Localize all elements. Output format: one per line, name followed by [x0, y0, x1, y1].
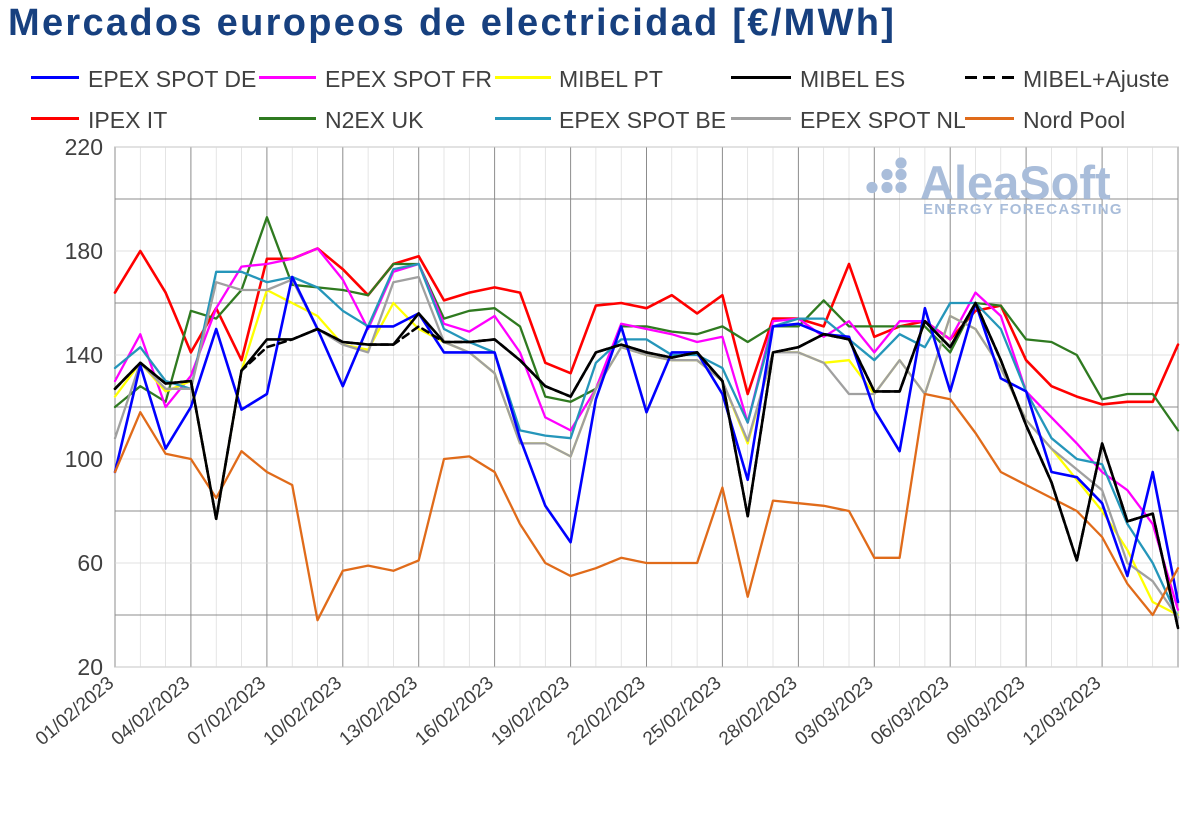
- svg-text:16/02/2023: 16/02/2023: [411, 673, 497, 750]
- svg-text:07/02/2023: 07/02/2023: [184, 673, 270, 750]
- svg-text:19/02/2023: 19/02/2023: [487, 673, 573, 750]
- svg-text:140: 140: [65, 342, 103, 368]
- svg-text:01/02/2023: 01/02/2023: [32, 673, 118, 750]
- svg-text:20: 20: [77, 654, 103, 680]
- svg-text:04/02/2023: 04/02/2023: [108, 673, 194, 750]
- svg-text:220: 220: [65, 134, 103, 160]
- svg-text:13/02/2023: 13/02/2023: [336, 673, 422, 750]
- svg-text:180: 180: [65, 238, 103, 264]
- svg-text:10/02/2023: 10/02/2023: [260, 673, 346, 750]
- svg-text:ENERGY FORECASTING: ENERGY FORECASTING: [923, 201, 1123, 218]
- svg-text:22/02/2023: 22/02/2023: [563, 673, 649, 750]
- svg-text:09/03/2023: 09/03/2023: [943, 673, 1029, 750]
- svg-text:60: 60: [77, 550, 103, 576]
- svg-text:03/03/2023: 03/03/2023: [791, 673, 877, 750]
- svg-text:06/03/2023: 06/03/2023: [867, 673, 953, 750]
- svg-text:12/03/2023: 12/03/2023: [1019, 673, 1105, 750]
- svg-text:100: 100: [65, 446, 103, 472]
- svg-text:25/02/2023: 25/02/2023: [639, 673, 725, 750]
- svg-text:28/02/2023: 28/02/2023: [715, 673, 801, 750]
